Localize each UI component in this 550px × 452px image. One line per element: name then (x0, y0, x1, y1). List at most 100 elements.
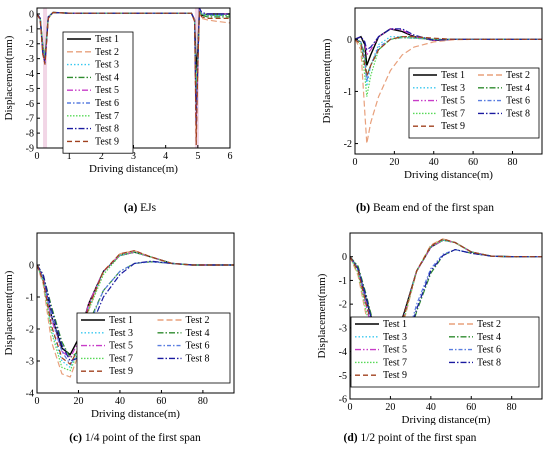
legend-label-6: Test 6 (477, 345, 501, 356)
x-tick-label: 40 (429, 157, 439, 168)
x-tick-label: 60 (466, 402, 476, 413)
legend-box (62, 31, 134, 154)
legend-label-2: Test 2 (506, 70, 530, 81)
x-tick-label: 6 (228, 151, 233, 162)
legend-label-5: Test 5 (441, 96, 465, 107)
caption-d-letter: (d) (343, 432, 358, 444)
chart-panel-c: 0 20 40 60 80 0 -1 -2 -3 -4 Driving distance(m) Dis… (3, 232, 235, 420)
y-tick-label: -2 (26, 39, 34, 50)
chart-panel-a: 0 1 2 3 4 5 6 0 -1 -2 -3 -4 -5 -6 -7 -8 -9 Driving distan… (3, 7, 233, 175)
x-tick-label: 0 (348, 402, 353, 413)
y-tick-label: -9 (26, 144, 34, 155)
y-axis-label: Displacement(mm) (321, 38, 333, 123)
series-line-9 (350, 238, 542, 360)
legend-label-6: Test 6 (95, 98, 119, 109)
legend-label-3: Test 3 (383, 332, 407, 343)
legend-label-5: Test 5 (383, 345, 407, 356)
y-tick-label: -1 (339, 276, 347, 287)
y-tick-label: -2 (344, 139, 352, 150)
x-tick-label: 80 (507, 157, 517, 168)
legend-label-9: Test 9 (95, 136, 119, 147)
caption-b: (b) Beam end of the first span (335, 202, 515, 214)
legend-label-8: Test 8 (506, 108, 530, 119)
series-line-9 (37, 249, 234, 366)
y-tick-label: -1 (26, 293, 34, 304)
caption-d-text: 1/2 point of the first span (357, 432, 477, 444)
legend-label-4: Test 4 (506, 83, 530, 94)
legend-label-9: Test 9 (383, 370, 407, 381)
legend-label-3: Test 3 (441, 83, 465, 94)
x-axis-label: Driving distance(m) (402, 414, 491, 425)
x-tick-label: 0 (35, 151, 40, 162)
series-line-4 (37, 261, 234, 359)
x-tick-label: 40 (115, 396, 125, 407)
legend-label-1: Test 1 (441, 70, 465, 81)
y-tick-label: -3 (26, 357, 34, 368)
y-tick-label: -2 (339, 300, 347, 311)
x-axis-label: Driving distance(m) (404, 169, 493, 181)
y-tick-label: 0 (29, 261, 34, 272)
x-tick-label: 0 (35, 396, 40, 407)
y-tick-label: -6 (339, 395, 347, 406)
series-line-9 (355, 36, 542, 79)
plot-frame (36, 232, 235, 394)
y-tick-label: -4 (339, 347, 347, 358)
plot-frame (354, 7, 543, 155)
legend-label-8: Test 8 (95, 124, 119, 135)
joint-band-1 (43, 8, 48, 148)
series-line-9 (37, 10, 230, 146)
legend-label-7: Test 7 (441, 108, 465, 119)
legend-box (76, 312, 231, 384)
y-tick-label: -3 (339, 323, 347, 334)
y-tick-label: 0 (347, 35, 352, 46)
legend-label-7: Test 7 (95, 111, 119, 122)
x-tick-label: 20 (73, 396, 83, 407)
legend-label-9: Test 9 (441, 121, 465, 132)
legend-label-1: Test 1 (109, 315, 133, 326)
x-tick-label: 80 (198, 396, 208, 407)
x-tick-label: 3 (131, 151, 136, 162)
y-tick-label: -5 (26, 84, 34, 95)
y-tick-label: -2 (26, 325, 34, 336)
legend-label-1: Test 1 (95, 34, 119, 45)
x-tick-label: 60 (468, 157, 478, 168)
legend-label-1: Test 1 (383, 319, 407, 330)
x-tick-label: 60 (156, 396, 166, 407)
caption-a-text: EJs (137, 202, 157, 214)
y-tick-label: -1 (26, 24, 34, 35)
x-tick-label: 2 (99, 151, 104, 162)
y-tick-label: -5 (339, 371, 347, 382)
legend-label-2: Test 2 (186, 315, 210, 326)
x-tick-label: 1 (67, 151, 72, 162)
caption-c: (c) 1/4 point of the first span (30, 432, 240, 444)
caption-a: (a) EJs (80, 202, 200, 214)
y-tick-label: -6 (26, 99, 34, 110)
legend-label-2: Test 2 (95, 47, 119, 58)
caption-a-letter: (a) (123, 202, 138, 214)
legend-label-8: Test 8 (477, 357, 501, 368)
x-axis-label: Driving distance(m) (91, 408, 180, 420)
legend-label-3: Test 3 (109, 328, 133, 339)
y-tick-label: 0 (29, 9, 34, 20)
x-tick-label: 20 (385, 402, 395, 413)
x-tick-label: 5 (195, 151, 200, 162)
x-tick-label: 4 (163, 151, 168, 162)
x-axis-label: Driving distance(m) (89, 163, 178, 175)
x-tick-label: 40 (426, 402, 436, 413)
chart-panel-d: 0 20 40 60 80 0 -1 -2 -3 -4 -5 -6 Driving distance(m… (316, 232, 543, 425)
legend-label-6: Test 6 (506, 96, 530, 107)
legend-label-2: Test 2 (477, 319, 501, 330)
caption-c-letter: (c) (69, 432, 82, 444)
y-tick-label: 0 (342, 252, 347, 263)
legend-box (350, 316, 540, 388)
caption-b-letter: (b) (356, 202, 371, 214)
chart-panel-b: 0 20 40 60 80 0 -1 -2 Driving distance(m) Displac… (321, 7, 543, 181)
y-tick-label: -8 (26, 129, 34, 140)
legend-label-8: Test 8 (186, 353, 210, 364)
caption-b-text: Beam end of the first span (370, 202, 494, 214)
plot-frame (349, 232, 543, 400)
legend-label-5: Test 5 (95, 85, 119, 96)
x-tick-label: 0 (353, 157, 358, 168)
legend-label-3: Test 3 (95, 60, 119, 71)
y-tick-label: -1 (344, 87, 352, 98)
